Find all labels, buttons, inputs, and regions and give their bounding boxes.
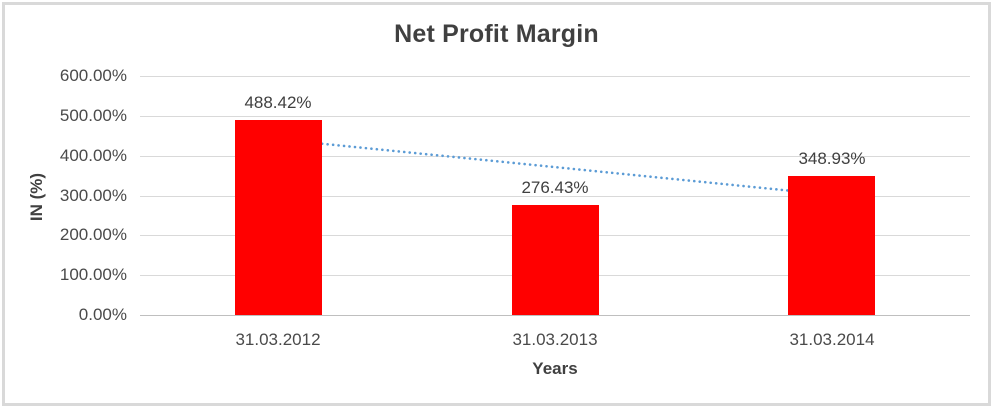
bar-31.03.2013 [512,205,599,315]
bar-data-label: 276.43% [521,178,589,197]
y-tick-label: 100.00% [59,265,127,284]
y-tick-label: 300.00% [59,186,127,205]
y-tick-label: 500.00% [59,106,127,125]
x-tick-label: 31.03.2013 [512,330,598,349]
bar-data-label: 348.93% [798,149,866,168]
x-axis-line [140,315,970,316]
gridline [140,196,970,197]
gridline [140,76,970,77]
y-tick-label: 0.00% [78,305,127,324]
chart-title: Net Profit Margin [394,20,599,48]
bar-31.03.2012 [235,120,322,315]
bar-data-label: 488.42% [244,93,312,112]
x-tick-label: 31.03.2014 [789,330,875,349]
y-tick-label: 400.00% [59,146,127,165]
y-tick-label: 200.00% [59,225,127,244]
x-tick-label: 31.03.2012 [235,330,321,349]
bar-31.03.2014 [788,176,875,315]
x-axis-title: Years [532,359,578,378]
gridline [140,116,970,117]
y-tick-label: 600.00% [59,66,127,85]
